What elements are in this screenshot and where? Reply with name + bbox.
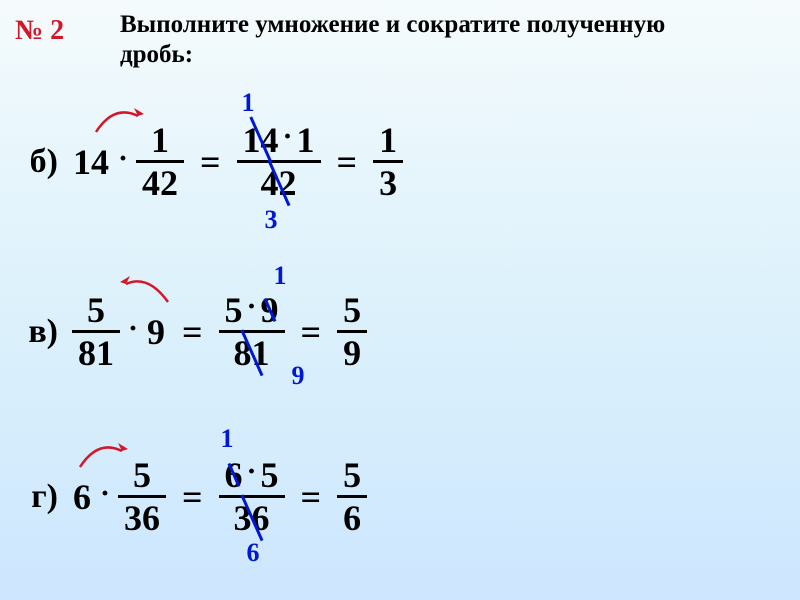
frac-g2: 6 · 5 36 1 6 — [219, 455, 285, 538]
ann-g-top: 1 — [221, 426, 234, 452]
frac-v2-den: 81 — [228, 333, 276, 373]
frac-b2-num-b: 1 — [297, 122, 315, 158]
dot-v-left: · — [128, 312, 138, 346]
frac-v1-num: 5 — [81, 290, 111, 330]
dot-b-left: · — [118, 142, 128, 176]
int-b: 14 — [73, 141, 109, 183]
frac-g1: 5 36 — [118, 455, 166, 538]
frac-v3-num: 5 — [337, 290, 367, 330]
frac-v2-num: 5 · 9 — [219, 290, 285, 330]
frac-b1: 1 42 — [136, 120, 184, 203]
row-label-g: г) — [10, 478, 58, 516]
eq-g1: = — [182, 476, 203, 518]
problem-number: № 2 — [15, 15, 64, 47]
frac-g2-num-b: 5 — [261, 457, 279, 493]
eq-b1: = — [200, 141, 221, 183]
dot-b-mid: · — [283, 122, 293, 152]
dot-g-mid: · — [247, 457, 257, 487]
frac-b3-den: 3 — [373, 163, 403, 203]
cancel-b-num14: 14 — [243, 122, 279, 158]
ann-v-bot: 9 — [292, 363, 305, 389]
expr-g: 6 · 5 36 = 6 · 5 — [68, 455, 371, 538]
frac-v3-den: 9 — [337, 333, 367, 373]
row-label-v: в) — [10, 313, 58, 351]
frac-v1-den: 81 — [72, 333, 120, 373]
cancel-v-den81: 81 — [234, 335, 270, 371]
row-b: б) 14 · 1 42 = 14 · 1 — [10, 120, 407, 203]
instruction-text: Выполните умножение и сократите полученн… — [120, 10, 680, 70]
expr-b: 14 · 1 42 = 14 · 1 — [68, 120, 407, 203]
frac-b1-num: 1 — [145, 120, 175, 160]
arrow-v-icon — [120, 272, 180, 312]
eq-b2: = — [337, 141, 358, 183]
eq-g2: = — [301, 476, 322, 518]
frac-v3: 5 9 — [337, 290, 367, 373]
row-g: г) 6 · 5 36 = 6 · 5 — [10, 455, 371, 538]
frac-b3-num: 1 — [373, 120, 403, 160]
eq-v2: = — [301, 311, 322, 353]
cancel-v-num9: 9 — [261, 292, 279, 328]
frac-g3-num: 5 — [337, 455, 367, 495]
frac-b1-den: 42 — [136, 163, 184, 203]
page: № 2 Выполните умножение и сократите полу… — [0, 0, 800, 600]
ann-b-bot: 3 — [265, 207, 278, 233]
cancel-b-den42: 42 — [261, 165, 297, 201]
frac-g1-num: 5 — [127, 455, 157, 495]
frac-b2: 14 · 1 42 1 3 — [237, 120, 321, 203]
ann-v-top: 1 — [274, 263, 287, 289]
ann-b-top: 1 — [242, 90, 255, 116]
frac-b2-num: 14 · 1 — [237, 120, 321, 160]
row-label-b: б) — [10, 143, 58, 181]
frac-g2-num: 6 · 5 — [219, 455, 285, 495]
frac-g3: 5 6 — [337, 455, 367, 538]
frac-v2: 5 · 9 81 1 9 — [219, 290, 285, 373]
frac-v2-num-a: 5 — [225, 292, 243, 328]
frac-v1: 5 81 — [72, 290, 120, 373]
int-g: 6 — [73, 476, 91, 518]
cancel-g-num6: 6 — [225, 457, 243, 493]
cancel-g-den36: 36 — [234, 500, 270, 536]
row-v: в) 5 81 · 9 = 5 · 9 — [10, 290, 371, 373]
frac-g1-den: 36 — [118, 498, 166, 538]
eq-v1: = — [182, 311, 203, 353]
frac-g2-den: 36 — [228, 498, 276, 538]
ann-g-bot: 6 — [247, 540, 260, 566]
expr-v: 5 81 · 9 = 5 · 9 81 — [68, 290, 371, 373]
dot-g-left: · — [100, 477, 110, 511]
frac-b3: 1 3 — [373, 120, 403, 203]
frac-b2-den: 42 — [255, 163, 303, 203]
dot-v-mid: · — [247, 292, 257, 322]
int-v: 9 — [147, 311, 165, 353]
frac-g3-den: 6 — [337, 498, 367, 538]
